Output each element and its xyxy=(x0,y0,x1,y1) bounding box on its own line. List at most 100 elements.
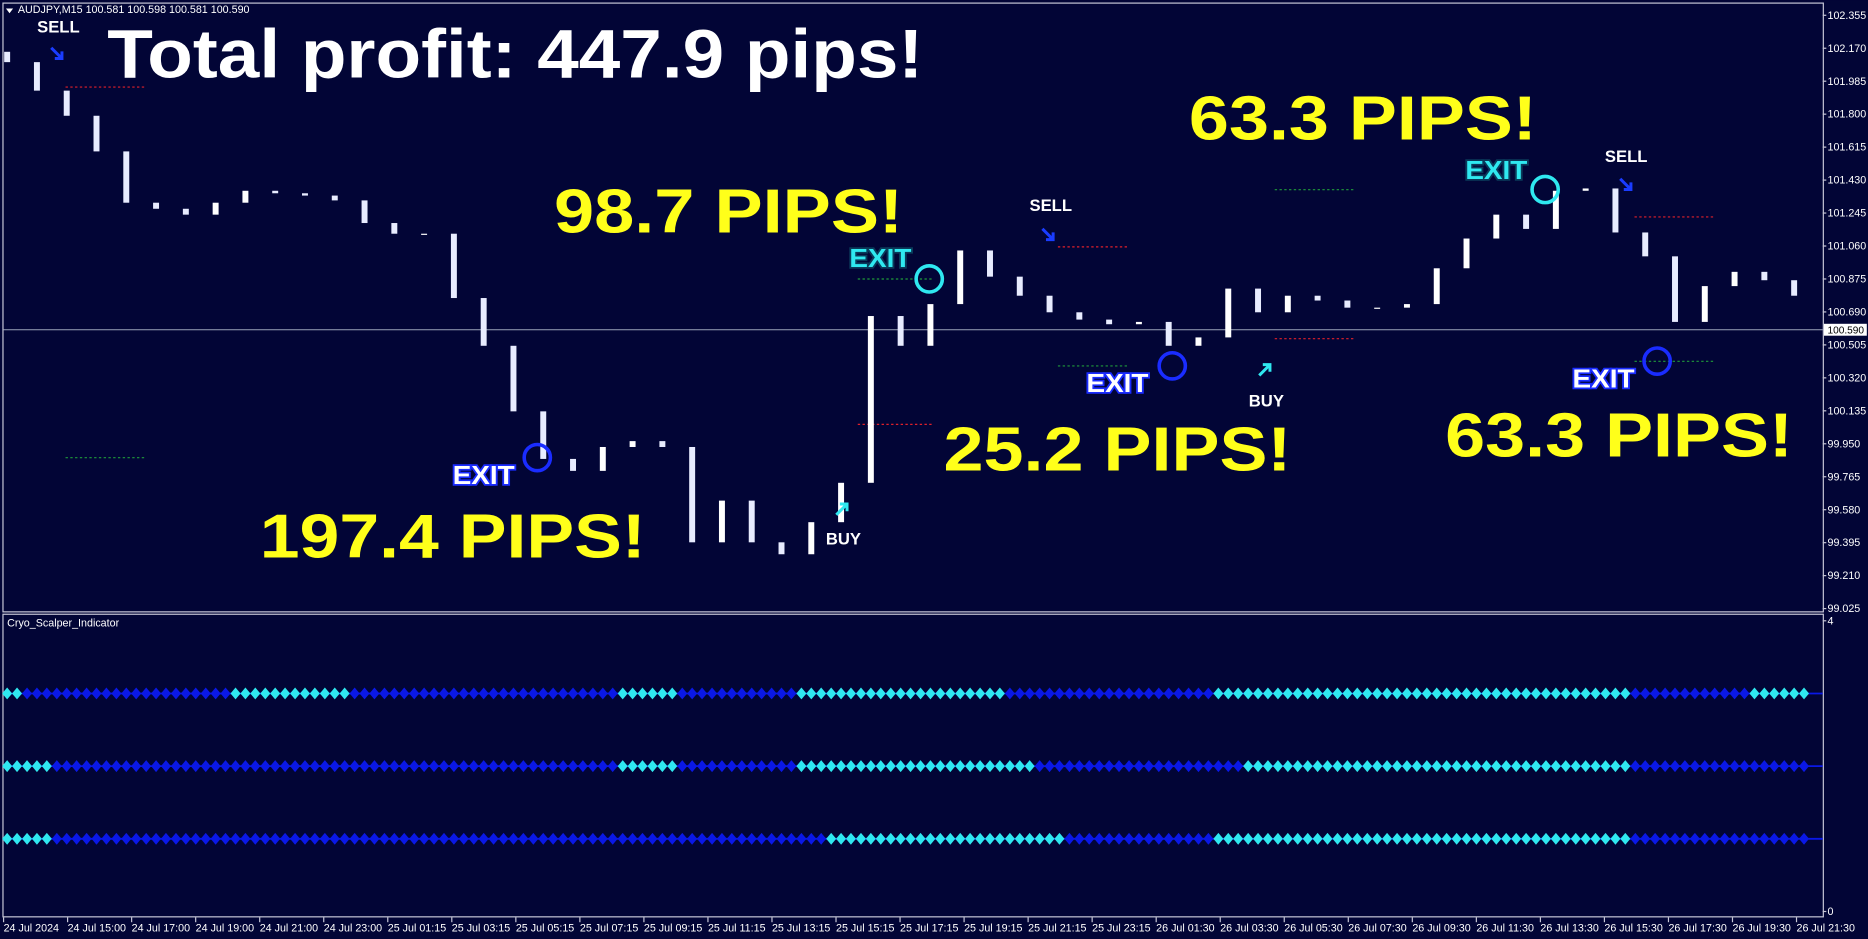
signal-diamond xyxy=(865,760,876,773)
signal-diamond xyxy=(1143,687,1154,700)
signal-diamond xyxy=(776,832,787,845)
signal-diamond xyxy=(319,760,330,773)
candle xyxy=(987,250,993,277)
signal-diamond xyxy=(1302,832,1313,845)
signal-diamond xyxy=(349,687,360,700)
current-price-box xyxy=(1823,323,1867,336)
candle xyxy=(1523,214,1530,229)
signal-diamond xyxy=(1670,687,1681,700)
signal-diamond xyxy=(1719,687,1730,700)
candle xyxy=(778,542,785,555)
signal-diamond xyxy=(1461,760,1472,773)
x-tick-label: 26 Jul 11:30 xyxy=(1476,923,1534,935)
signal-diamond xyxy=(1560,760,1571,773)
signal-diamond xyxy=(299,832,310,845)
signal-diamond xyxy=(1114,687,1125,700)
candle xyxy=(1791,280,1798,296)
signal-label: SELL xyxy=(1605,147,1648,166)
signal-diamond xyxy=(1004,687,1015,700)
signal-diamond xyxy=(1590,687,1601,700)
candle xyxy=(689,446,696,543)
signal-diamond xyxy=(915,832,926,845)
signal-diamond xyxy=(101,687,112,700)
signal-diamond xyxy=(1104,760,1115,773)
signal-diamond xyxy=(91,832,102,845)
signal-diamond xyxy=(190,832,201,845)
signal-diamond xyxy=(1272,687,1283,700)
signal-diamond xyxy=(647,687,658,700)
signal-diamond xyxy=(1630,760,1641,773)
signal-diamond xyxy=(1133,832,1144,845)
signal-diamond xyxy=(240,760,251,773)
signal-diamond xyxy=(1600,832,1611,845)
signal-diamond xyxy=(826,687,837,700)
signal-diamond xyxy=(528,687,539,700)
signal-diamond xyxy=(637,832,648,845)
signal-diamond xyxy=(697,687,708,700)
signal-diamond xyxy=(1441,687,1452,700)
signal-diamond xyxy=(230,832,241,845)
signal-diamond xyxy=(1451,832,1462,845)
signal-diamond xyxy=(548,687,559,700)
signal-diamond xyxy=(885,760,896,773)
menu-triangle[interactable] xyxy=(5,8,14,14)
signal-diamond xyxy=(1719,760,1730,773)
signal-diamond xyxy=(1739,687,1750,700)
candle xyxy=(123,151,130,203)
signal-diamond xyxy=(2,687,13,700)
signal-arrow xyxy=(1258,363,1272,377)
signal-diamond xyxy=(439,760,450,773)
signal-diamond xyxy=(1183,760,1194,773)
signal-diamond xyxy=(319,832,330,845)
signal-label: SELL xyxy=(1029,196,1072,215)
candle xyxy=(1284,295,1291,313)
signal-diamond xyxy=(309,687,320,700)
candle xyxy=(450,233,457,299)
signal-diamond xyxy=(637,760,648,773)
x-tick-label: 24 Jul 2024 xyxy=(4,923,59,935)
x-tick-label: 26 Jul 17:30 xyxy=(1668,923,1726,935)
signal-diamond xyxy=(1173,687,1184,700)
signal-diamond xyxy=(1689,760,1700,773)
signal-diamond xyxy=(1679,687,1690,700)
signal-diamond xyxy=(1064,687,1075,700)
signal-diamond xyxy=(488,832,499,845)
signal-diamond xyxy=(607,760,618,773)
signal-diamond xyxy=(538,832,549,845)
signal-diamond xyxy=(1699,832,1710,845)
signal-diamond xyxy=(22,687,33,700)
x-tick-label: 25 Jul 11:15 xyxy=(708,923,766,935)
signal-diamond xyxy=(1233,687,1244,700)
candle xyxy=(1076,312,1083,320)
y-tick-label: 0 xyxy=(1827,906,1833,918)
signal-diamond xyxy=(1233,760,1244,773)
signal-diamond xyxy=(329,687,340,700)
y-tick-label: 99.950 xyxy=(1827,438,1860,450)
signal-diamond xyxy=(1074,832,1085,845)
signal-diamond xyxy=(419,832,430,845)
signal-diamond xyxy=(121,760,132,773)
candle xyxy=(867,316,874,483)
exit-label: EXIT xyxy=(1573,363,1635,393)
signal-diamond xyxy=(1044,760,1055,773)
signal-diamond xyxy=(498,687,509,700)
signal-diamond xyxy=(1352,760,1363,773)
candle xyxy=(1255,288,1262,313)
signal-diamond xyxy=(339,760,350,773)
signal-diamond xyxy=(1352,832,1363,845)
signal-diamond xyxy=(1272,760,1283,773)
y-tick-label: 99.395 xyxy=(1827,537,1860,549)
candle xyxy=(480,298,487,346)
signal-diamond xyxy=(180,760,191,773)
signal-diamond xyxy=(1074,687,1085,700)
signal-diamond xyxy=(667,687,678,700)
signal-diamond xyxy=(1540,832,1551,845)
signal-diamond xyxy=(1679,832,1690,845)
signal-diamond xyxy=(1114,832,1125,845)
candle xyxy=(1701,286,1708,322)
signal-diamond xyxy=(280,832,291,845)
signal-diamond xyxy=(1670,760,1681,773)
x-tick-label: 24 Jul 23:00 xyxy=(324,923,382,935)
candle xyxy=(242,190,249,203)
signal-diamond xyxy=(1024,687,1035,700)
